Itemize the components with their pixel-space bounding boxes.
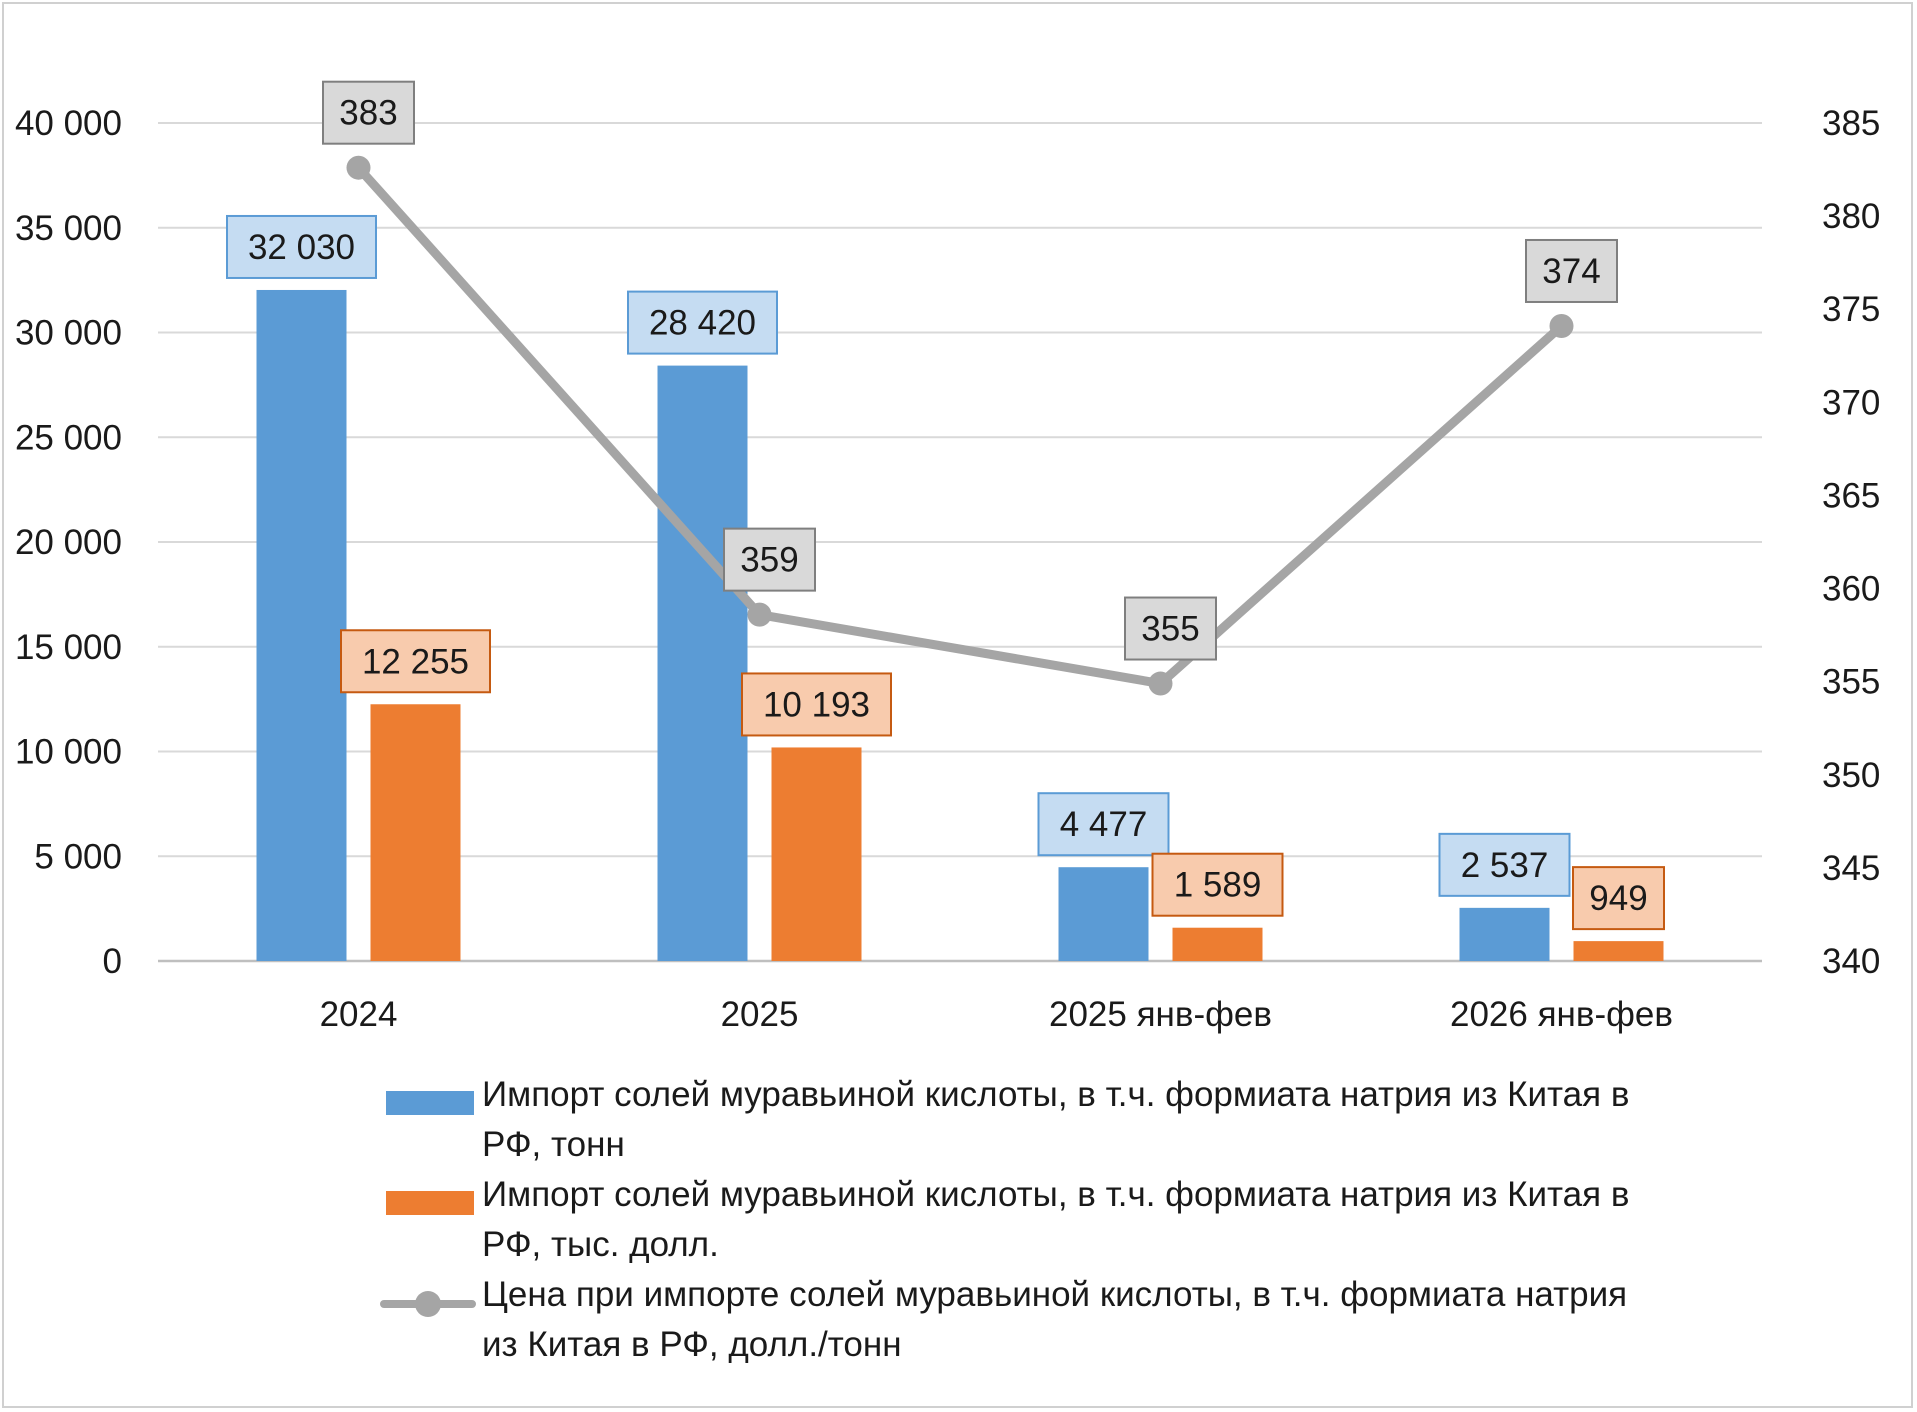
right-tick-label: 380 (1822, 197, 1880, 236)
data-label-box (1438, 832, 1571, 897)
data-label: 359 (740, 541, 798, 580)
bar (256, 289, 347, 961)
left-tick-label: 0 (103, 942, 122, 981)
left-tick-label: 25 000 (15, 418, 122, 457)
legend-item-price: Цена при импорте солей муравьиной кислот… (380, 1270, 1640, 1370)
legend-dot-price (415, 1291, 441, 1317)
right-tick-label: 350 (1822, 756, 1880, 795)
bar (1573, 941, 1664, 961)
data-label-box (627, 290, 778, 355)
left-tick-label: 20 000 (15, 523, 122, 562)
left-tick-label: 15 000 (15, 628, 122, 667)
left-tick-label: 5 000 (34, 837, 122, 876)
right-tick-label: 340 (1822, 942, 1880, 981)
data-label-box (1037, 792, 1170, 857)
data-label-box (1124, 596, 1217, 661)
data-label: 2 537 (1461, 846, 1549, 885)
bar (771, 747, 862, 961)
x-tick-label: 2025 (721, 995, 799, 1034)
legend-swatch-tons (386, 1091, 474, 1115)
right-tick-label: 385 (1822, 104, 1880, 143)
line-point (747, 602, 772, 627)
data-label: 355 (1141, 610, 1199, 649)
legend-item-usd: Импорт солей муравьиной кислоты, в т.ч. … (380, 1170, 1640, 1270)
labels-layer: 32 030 28 420 4 477 2 537 12 255 10 193 1 589 9… (226, 80, 1665, 931)
right-tick-label: 365 (1822, 476, 1880, 515)
line-point (1148, 671, 1173, 696)
data-label-box (741, 672, 892, 737)
legend-label-price: Цена при импорте солей муравьиной кислот… (482, 1275, 1628, 1364)
legend-label-usd: Импорт солей муравьиной кислоты, в т.ч. … (482, 1175, 1630, 1264)
data-label-box (226, 214, 377, 279)
data-label-box (1572, 866, 1665, 931)
legend: Импорт солей муравьиной кислоты, в т.ч. … (380, 1070, 1640, 1370)
left-tick-label: 40 000 (15, 104, 122, 143)
left-tick-label: 35 000 (15, 209, 122, 248)
data-label: 4 477 (1060, 805, 1148, 844)
bar (1172, 927, 1263, 961)
series-line-price (354, 163, 1566, 689)
x-tick-label: 2024 (320, 995, 398, 1034)
right-tick-label: 370 (1822, 383, 1880, 422)
bar (370, 704, 461, 961)
data-label-box (340, 629, 491, 694)
legend-label-tons: Импорт солей муравьиной кислоты, в т.ч. … (482, 1075, 1630, 1164)
right-tick-label: 360 (1822, 570, 1880, 609)
left-axis: 0 5 000 10 000 15 000 20 000 25 000 30 000 35 0… (15, 104, 122, 981)
data-label: 10 193 (763, 685, 870, 724)
right-axis: 340 345 350 355 360 365 370 375 380 385 (1822, 104, 1880, 981)
right-tick-label: 375 (1822, 290, 1880, 329)
data-label: 374 (1542, 252, 1600, 291)
bar (657, 365, 748, 961)
bars-layer (256, 289, 1664, 961)
data-label: 383 (339, 94, 397, 133)
data-label-box (1151, 852, 1284, 917)
line-point (1549, 313, 1574, 338)
legend-swatch-usd (386, 1191, 474, 1215)
x-tick-label: 2025 янв-фев (1049, 995, 1272, 1034)
right-tick-label: 345 (1822, 849, 1880, 888)
line-layer (346, 155, 1574, 696)
data-label-box (1525, 238, 1618, 303)
data-label-box (723, 527, 816, 592)
left-tick-label: 30 000 (15, 314, 122, 353)
x-axis: 2024 2025 2025 янв-фев 2026 янв-фев (320, 995, 1673, 1034)
bar (1459, 907, 1550, 961)
right-tick-label: 355 (1822, 663, 1880, 702)
data-label-box (322, 80, 415, 145)
left-tick-label: 10 000 (15, 733, 122, 772)
line-point (346, 155, 371, 180)
data-label: 28 420 (649, 304, 756, 343)
data-label: 1 589 (1174, 866, 1262, 905)
x-tick-label: 2026 янв-фев (1450, 995, 1673, 1034)
data-label: 12 255 (362, 642, 469, 681)
data-label: 32 030 (248, 228, 355, 267)
bar (1058, 867, 1149, 961)
data-label: 949 (1589, 879, 1647, 918)
legend-item-tons: Импорт солей муравьиной кислоты, в т.ч. … (380, 1070, 1640, 1170)
